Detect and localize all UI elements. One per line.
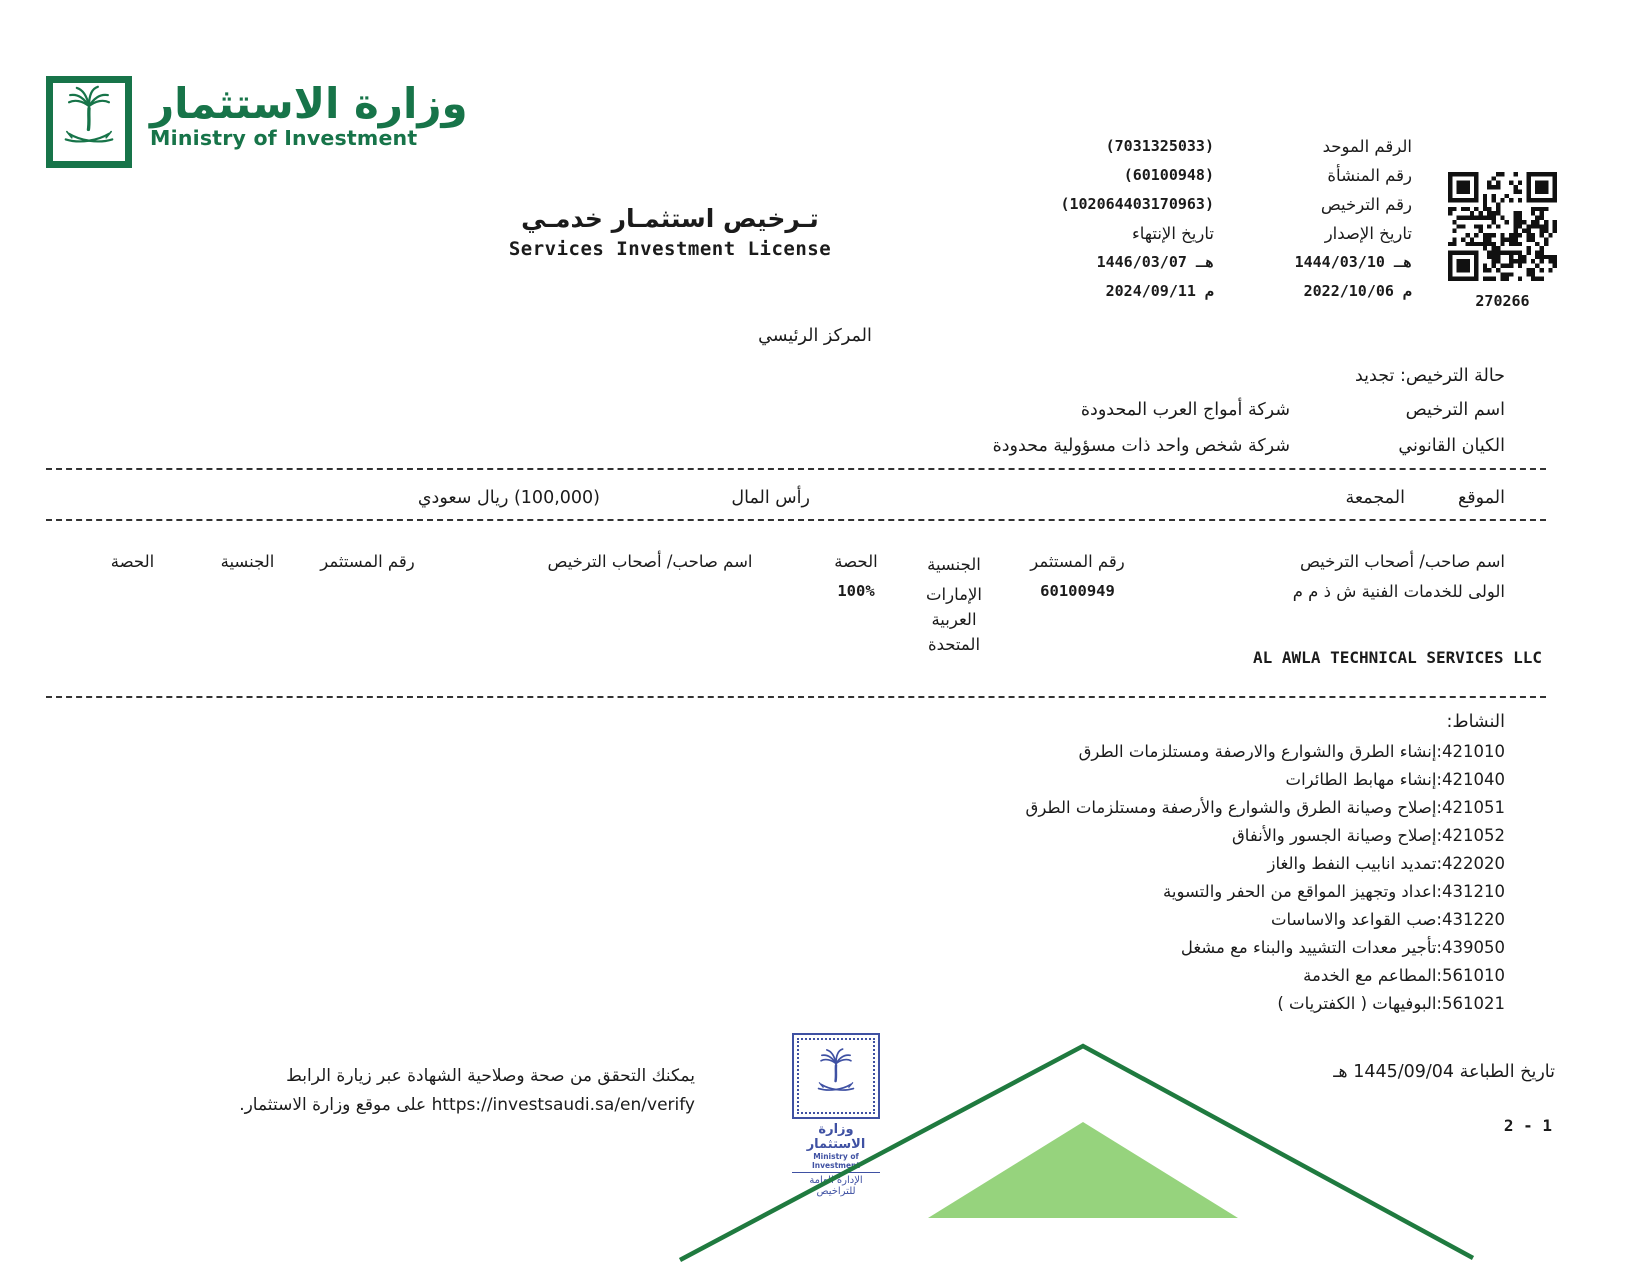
page-number: 2 - 1	[1503, 1116, 1552, 1135]
print-date: تاريخ الطباعة 1445/09/04 هـ	[1333, 1062, 1555, 1082]
column-nationality: الجنسية	[927, 555, 981, 574]
palm-swords-icon	[60, 84, 118, 160]
issue-date-hijri: 1444/03/10 هـ	[1294, 253, 1412, 271]
column-investor-number: رقم المستثمر	[1030, 552, 1125, 571]
stamp-ministry-english: Ministry of Investment	[812, 1152, 860, 1170]
activity-item: 561021:البوفيهات ( الكفتريات )	[1277, 994, 1505, 1013]
capital-value: (100,000) ريال سعودي	[417, 488, 600, 508]
license-status-label: حالة الترخيص:	[1400, 366, 1505, 386]
column-share: الحصة	[834, 552, 878, 571]
column-nationality-2: الجنسية	[220, 552, 275, 571]
license-status-value: تجديد	[1355, 366, 1395, 386]
activities-heading: النشاط:	[1446, 712, 1506, 732]
owner-nationality: الإمارات العربية المتحدة	[926, 585, 982, 654]
owner-investor-number: 60100949	[1040, 582, 1115, 600]
divider-line	[46, 519, 1546, 521]
divider-line	[46, 468, 1546, 470]
unified-number-value: (7031325033)	[1105, 137, 1214, 155]
entity-number-value: (60100948)	[1123, 166, 1214, 184]
activity-item: 561010:المطاعم مع الخدمة	[1303, 966, 1505, 985]
owner-name-english: AL AWLA TECHNICAL SERVICES LLC	[1253, 648, 1542, 667]
activities-list: 421010:إنشاء الطرق والشوارع والارصفة ومس…	[1026, 738, 1505, 1018]
official-stamp: وزارة الاستثمار Ministry of Investment ا…	[792, 1033, 880, 1197]
legal-entity-value: شركة شخص واحد ذات مسؤولية محدودة	[992, 436, 1290, 456]
issue-date-gregorian: 2022/10/06 م	[1303, 282, 1412, 300]
activity-item: 421051:إصلاح وصيانة الطرق والشوارع والأر…	[1025, 798, 1505, 817]
verification-line-1: يمكنك التحقق من صحة وصلاحية الشهادة عبر …	[286, 1066, 695, 1086]
column-owner-name-2: اسم صاحب/ أصحاب الترخيص	[547, 552, 753, 571]
activity-item: 439050:تأجير معدات التشييد والبناء مع مش…	[1180, 938, 1505, 957]
column-share-2: الحصة	[110, 552, 155, 571]
expiry-date-label: تاريخ الإنتهاء	[1131, 224, 1214, 243]
qr-code-number: 270266	[1475, 292, 1530, 310]
activity-item: 431210:اعداد وتجهيز المواقع من الحفر وال…	[1163, 882, 1505, 901]
ministry-name-arabic: وزارة الاستثمار	[150, 79, 468, 128]
verification-line-2: https://investsaudi.sa/en/verify على موق…	[239, 1095, 695, 1115]
activity-item: 421052:إصلاح وصيانة الجسور والأنفاق	[1231, 826, 1505, 845]
column-investor-number-2: رقم المستثمر	[320, 552, 415, 571]
ministry-name-english: Ministry of Investment	[150, 126, 418, 151]
owner-name-arabic: الولى للخدمات الفنية ش ذ م م	[1292, 582, 1505, 601]
stamp-palm-swords-icon	[815, 1047, 857, 1105]
qr-code	[1448, 172, 1557, 281]
activity-item: 431220:صب القواعد والاساسات	[1270, 910, 1505, 929]
license-name-value: شركة أمواج العرب المحدودة	[1080, 400, 1290, 420]
verification-note: يمكنك التحقق من صحة وصلاحية الشهادة عبر …	[135, 1062, 695, 1120]
document-title: تـرخيص استثمـار خدمـي Services Investmen…	[470, 204, 870, 260]
stamp-emblem-box	[792, 1033, 880, 1119]
license-status-row: حالة الترخيص: تجديد	[1355, 366, 1505, 386]
license-name-label: اسم الترخيص	[1405, 400, 1505, 420]
license-number-value: (102064403170963)	[1060, 195, 1214, 213]
expiry-date-gregorian: 2024/09/11 م	[1105, 282, 1214, 300]
activity-item: 421040:إنشاء مهابط الطائرات	[1285, 770, 1505, 789]
registration-info: (7031325033) الرقم الموحد (60100948) رقم…	[998, 132, 1412, 306]
expiry-date-hijri: 1446/03/07 هـ	[1096, 253, 1214, 271]
location-label: الموقع	[1457, 488, 1505, 508]
stamp-ministry-arabic: وزارة الاستثمار	[806, 1122, 866, 1152]
stamp-department: الإدارة العامة للتراخيص	[792, 1172, 880, 1197]
activity-item: 422020:تمديد انابيب النفط والغاز	[1267, 854, 1505, 873]
title-arabic: تـرخيص استثمـار خدمـي	[521, 204, 819, 233]
ministry-logo	[46, 76, 132, 168]
divider-line	[46, 696, 1546, 698]
activity-item: 421010:إنشاء الطرق والشوارع والارصفة ومس…	[1078, 742, 1505, 761]
ministry-wordmark: وزارة الاستثمار Ministry of Investment	[150, 79, 468, 151]
owner-share: 100%	[837, 582, 875, 600]
column-owner-name: اسم صاحب/ أصحاب الترخيص	[1299, 552, 1505, 571]
unified-number-label: الرقم الموحد	[1322, 137, 1412, 156]
mountain-filled-shape	[928, 1122, 1238, 1218]
issue-date-label: تاريخ الإصدار	[1324, 224, 1412, 243]
license-number-label: رقم الترخيص	[1320, 195, 1412, 214]
location-value: المجمعة	[1345, 488, 1405, 508]
head-office-heading: المركز الرئيسي	[758, 326, 872, 346]
entity-number-label: رقم المنشأة	[1327, 166, 1412, 185]
capital-label: رأس المال	[731, 488, 810, 508]
title-english: Services Investment License	[508, 238, 832, 260]
legal-entity-label: الكيان القانوني	[1398, 436, 1505, 456]
